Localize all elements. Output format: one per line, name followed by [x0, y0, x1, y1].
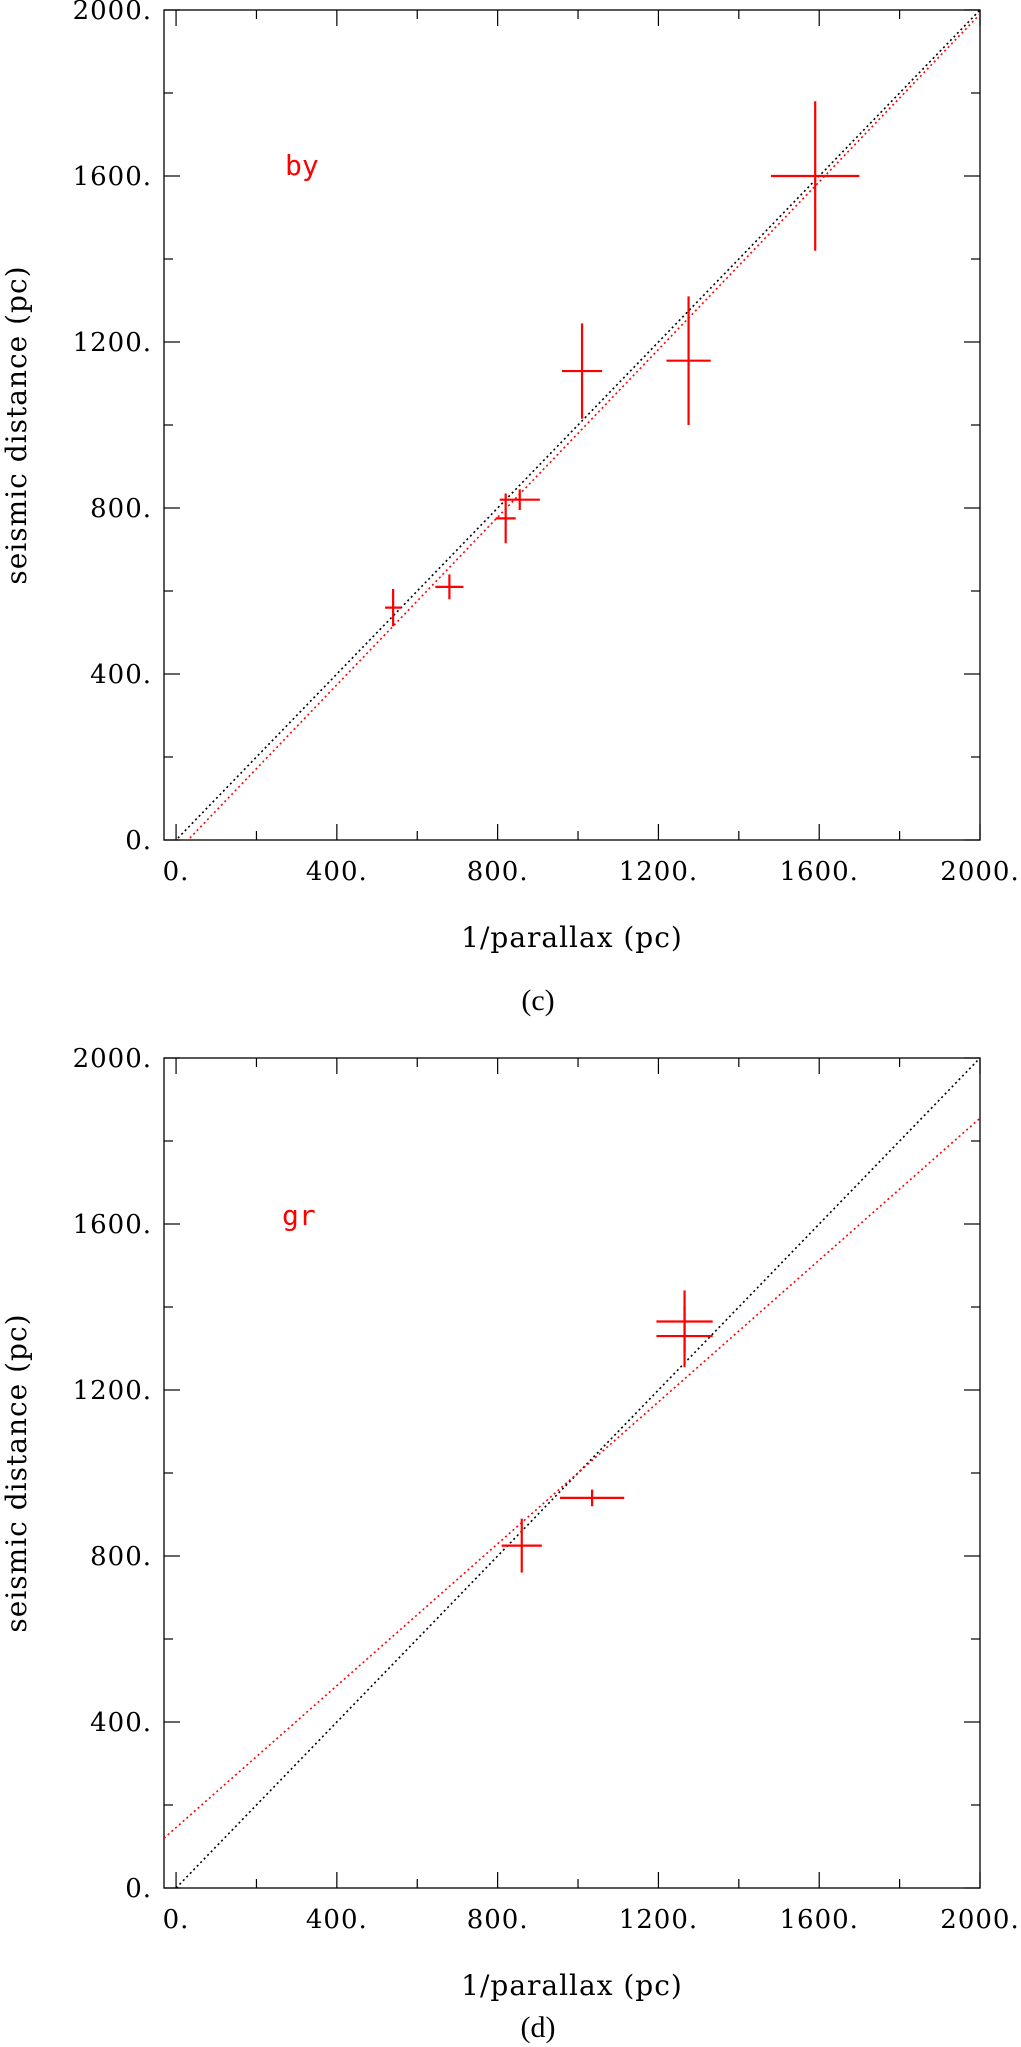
x-tick-label: 1600. — [779, 857, 858, 887]
fit-line — [186, 13, 980, 840]
x-axis-label: 1/parallax (pc) — [461, 1969, 683, 2002]
chart-panel-d: 0. 400. 800. 1200. 1600. 2000. 0. 400. 800. 1200.… — [0, 1044, 1019, 2044]
plot-frame — [163, 1057, 981, 1889]
data-point — [656, 1304, 713, 1368]
x-tick-label: 2000. — [940, 857, 1019, 887]
data-point — [501, 1518, 542, 1573]
x-tick-label: 0. — [163, 857, 190, 887]
identity-line — [174, 10, 980, 840]
y-tick-label: 0. — [125, 826, 152, 856]
data-point — [770, 101, 860, 251]
y-tick-label: 2000. — [73, 0, 152, 26]
data-point — [499, 489, 540, 511]
data-point — [559, 1489, 625, 1507]
reference-lines — [164, 1058, 980, 1888]
x-tick-label: 1200. — [619, 1905, 698, 1935]
y-tick-label: 1600. — [73, 1210, 152, 1240]
data-point — [666, 296, 711, 425]
y-tick-label: 2000. — [73, 1044, 152, 1074]
panel-tag-label: gr — [282, 1199, 316, 1232]
y-tick-label: 800. — [90, 1542, 152, 1572]
y-tick-label: 1200. — [73, 1376, 152, 1406]
panel-caption: (d) — [521, 2011, 556, 2044]
x-tick-label: 2000. — [940, 1905, 1019, 1935]
chart-panel-c: 0. 400. 800. 1200. 1600. 2000. 0. 400. 800. 1200.… — [0, 0, 1019, 1017]
data-point — [385, 588, 402, 627]
x-tick-label: 1200. — [619, 857, 698, 887]
fit-line — [164, 1117, 980, 1839]
panel-tag-label: by — [285, 149, 319, 182]
reference-lines — [174, 10, 980, 840]
x-tick-label: 1600. — [779, 1905, 858, 1935]
y-tick-label: 800. — [90, 494, 152, 524]
y-tick-label: 1200. — [73, 328, 152, 358]
x-tick-label: 400. — [306, 857, 368, 887]
data-point — [495, 493, 516, 544]
y-tick-label: 1600. — [73, 162, 152, 192]
x-axis-label: 1/parallax (pc) — [461, 921, 683, 954]
y-tick-label: 400. — [90, 1708, 152, 1738]
data-point — [561, 323, 603, 419]
x-tick-label: 400. — [306, 1905, 368, 1935]
plot-frame — [163, 9, 981, 841]
x-tick-label: 0. — [163, 1905, 190, 1935]
y-tick-label: 400. — [90, 660, 152, 690]
identity-line — [175, 1058, 980, 1888]
y-axis-label: seismic distance (pc) — [0, 265, 33, 584]
x-tick-label: 800. — [467, 857, 529, 887]
data-point — [435, 574, 464, 600]
y-axis-label: seismic distance (pc) — [0, 1313, 33, 1632]
y-tick-label: 0. — [125, 1874, 152, 1904]
panel-caption: (c) — [521, 984, 554, 1017]
x-tick-label: 800. — [467, 1905, 529, 1935]
